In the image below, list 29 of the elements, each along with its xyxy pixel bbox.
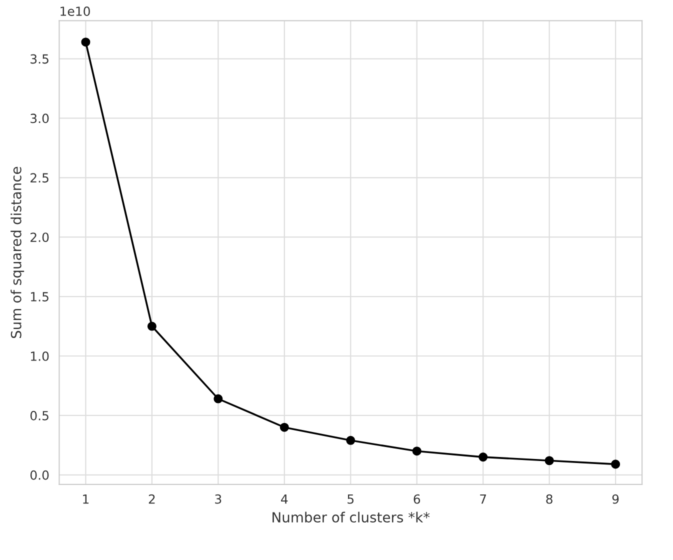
point (611, 460, 620, 469)
y-tick-label: 2.0 (30, 232, 49, 242)
point (280, 422, 289, 432)
x-tick-label: 6 (414, 494, 420, 504)
point (412, 446, 422, 456)
point (147, 322, 156, 331)
x-tick-label: 4 (281, 494, 288, 504)
y-tick-label: 0.0 (30, 470, 49, 480)
x-axis-title: Number of clusters *k* (272, 512, 430, 523)
y-tick-label: 1.0 (30, 351, 49, 361)
y-tick-label: 1.5 (30, 292, 48, 302)
y-axis-title: Sum of squared distance (10, 166, 24, 338)
x-tick-label: 3 (215, 494, 222, 504)
point (544, 456, 554, 466)
y-tick-label: 3.5 (30, 54, 48, 64)
x-tick-label: 2 (148, 494, 155, 504)
point (214, 394, 223, 404)
text: 1e10 (60, 6, 90, 16)
x-tick-label: 9 (612, 494, 619, 504)
y-tick-label: 2.5 (30, 173, 48, 183)
y-tick-label: 3.0 (30, 114, 49, 124)
point (346, 436, 356, 445)
point (81, 38, 90, 47)
x-tick-label: 5 (348, 494, 354, 504)
point (478, 452, 488, 462)
x-tick-label: 1 (83, 494, 89, 504)
x-tick-label: 8 (546, 494, 552, 504)
y-tick-label: 0.5 (30, 410, 48, 420)
x-tick-label: 7 (480, 494, 486, 504)
